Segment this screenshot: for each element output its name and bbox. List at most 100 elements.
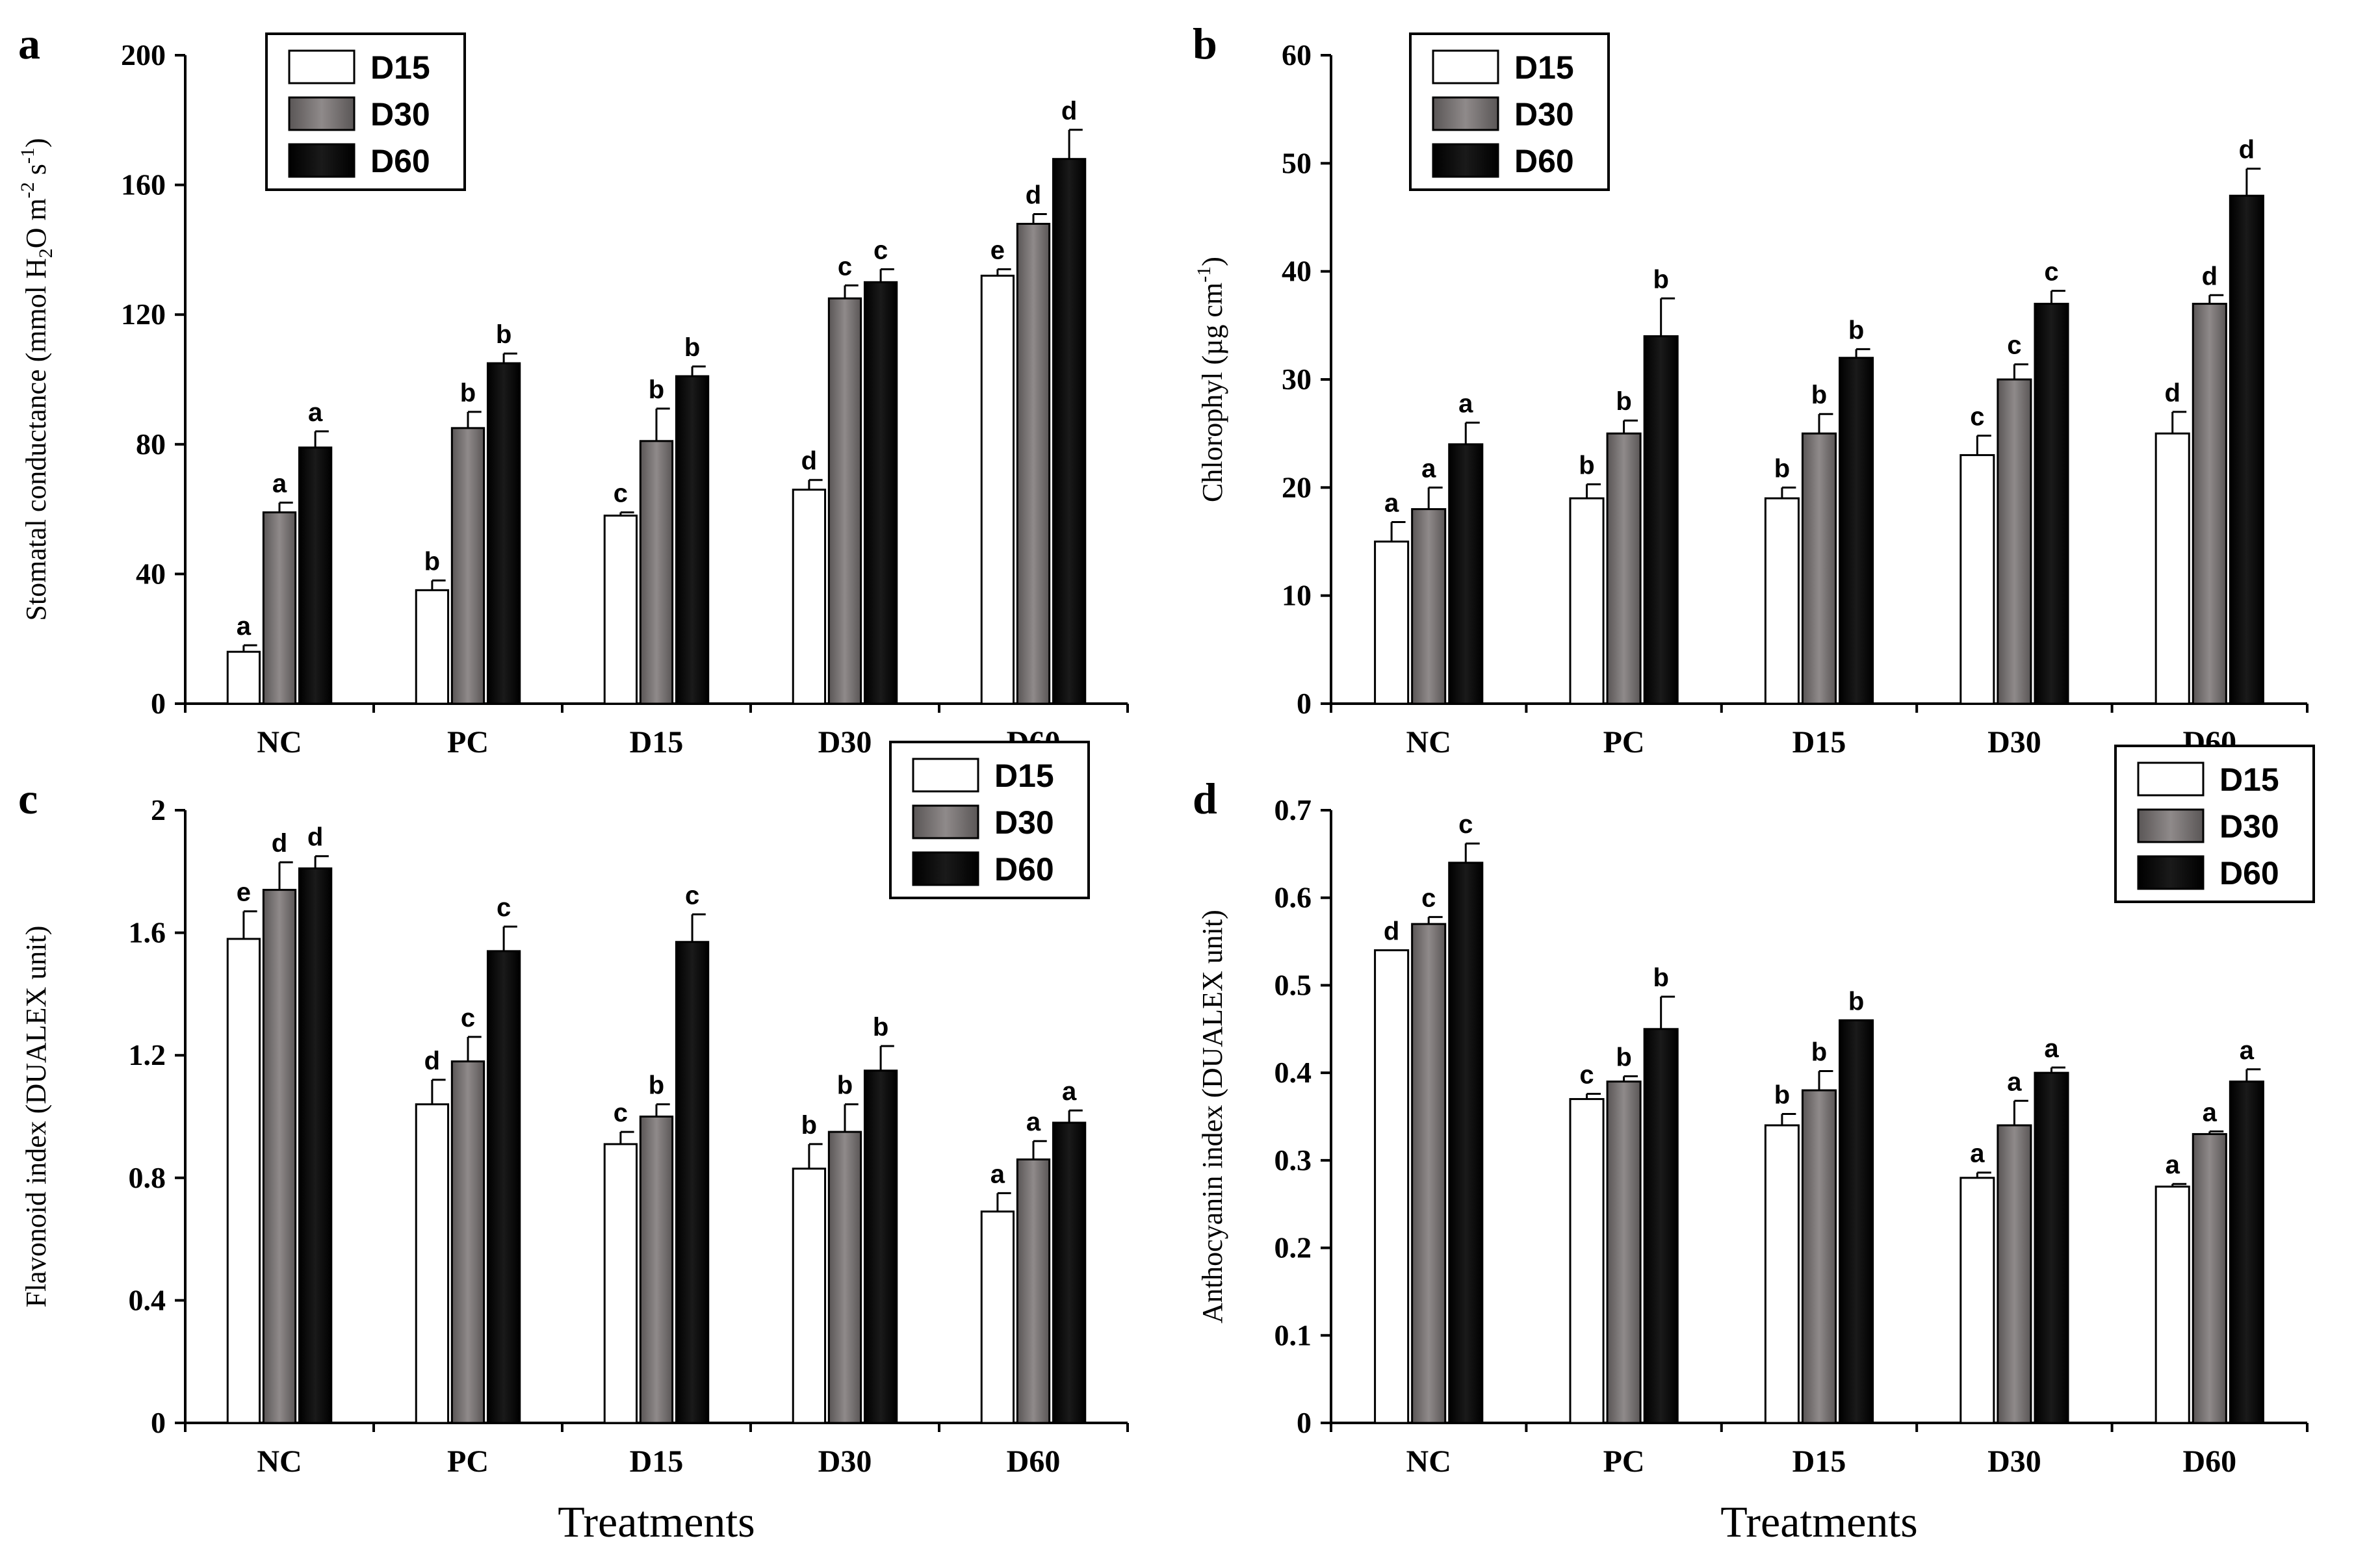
bar-d30-d60 [1016,222,1051,705]
panel-letter: c [18,774,38,823]
bar-d15-nc [226,938,261,1424]
significance-letter: b [460,379,476,407]
bar-d60-nc [1448,443,1484,705]
significance-letter: b [424,547,440,576]
significance-letter: c [614,480,628,508]
legend-label: D15 [994,758,1054,794]
bar-d30-d30 [1997,378,2032,705]
legend-swatch-black [288,143,356,178]
x-tick-label: NC [257,1444,302,1479]
significance-letter: b [837,1071,853,1100]
significance-letter: b [1811,1038,1827,1066]
panel-letter: d [1193,774,1217,823]
x-tick-label: PC [447,1444,489,1479]
legend-label: D60 [1514,143,1574,179]
significance-letter: e [237,878,251,907]
significance-letter: d [2239,136,2255,164]
legend-label: D60 [370,143,430,179]
significance-letter: b [496,320,511,349]
bar-d60-nc [298,446,333,705]
x-tick-label: D30 [818,725,872,760]
significance-letter: a [1421,454,1436,483]
significance-letter: a [1970,1140,1985,1168]
legend-swatch-gray [1432,96,1499,131]
y-tick-label: 0.3 [1274,1144,1312,1177]
y-tick-label: 30 [1282,363,1312,396]
bar-d30-d30 [827,297,862,705]
significance-letter: a [2166,1151,2180,1179]
x-tick-label: D15 [630,1444,684,1479]
legend-label: D15 [2219,761,2279,798]
x-tick-label: D15 [1792,1444,1846,1479]
significance-letter: c [1970,402,1984,431]
significance-letter: c [1579,1060,1594,1089]
significance-letter: a [1062,1077,1077,1106]
bar-d60-pc [1643,1028,1679,1424]
bar-d15-pc [415,1103,450,1424]
significance-letter: c [685,881,699,910]
significance-letter: c [838,252,852,281]
bar-d15-nc [1374,541,1410,705]
significance-letter: b [1774,454,1790,483]
x-tick-label: D30 [1987,1444,2041,1479]
bar-d60-nc [298,867,333,1424]
bar-d30-pc [450,1060,485,1424]
legend-swatch-white [2137,761,2205,797]
significance-letter: b [1653,265,1668,294]
x-tick-label: D60 [2182,1444,2236,1479]
bar-d30-d60 [2192,1132,2227,1424]
x-tick-label: D15 [630,725,684,760]
bar-d30-pc [1606,1080,1642,1424]
bar-d60-d15 [1839,1019,1874,1424]
significance-letter: e [990,236,1005,264]
significance-letter: b [1848,316,1864,344]
bar-d60-d60 [2229,1080,2264,1424]
bar-d15-d30 [1960,454,1995,705]
legend-label: D60 [2219,855,2279,891]
bar-d15-d30 [1960,1177,1995,1424]
y-tick-label: 0.5 [1274,968,1312,1001]
y-tick-label: 40 [136,557,166,590]
bar-d60-d30 [2034,1071,2069,1424]
bar-d15-d60 [2154,1185,2190,1424]
bar-d30-d15 [1801,1089,1837,1424]
panel-letter: a [18,19,40,68]
significance-letter: d [272,829,287,858]
y-tick-label: 1.6 [129,916,166,949]
significance-letter: c [461,1004,475,1032]
legend-label: D30 [994,804,1054,841]
significance-letter: a [237,612,252,641]
bar-d60-nc [1448,862,1484,1424]
bar-d15-pc [1569,1098,1605,1424]
significance-letter: b [649,1071,664,1100]
bar-d15-d60 [980,274,1015,705]
y-tick-label: 0.2 [1274,1231,1312,1264]
significance-letter: b [1774,1080,1790,1109]
y-tick-label: 0.4 [1274,1056,1312,1089]
y-tick-label: 0.8 [129,1161,166,1194]
bar-d30-nc [1411,923,1447,1424]
y-tick-label: 0 [1297,687,1312,720]
bar-d30-d30 [1997,1124,2032,1424]
significance-letter: b [684,333,700,362]
y-tick-label: 40 [1282,255,1312,288]
bar-d60-d30 [2034,303,2069,705]
legend-label: D15 [370,49,430,86]
bar-d60-d60 [1052,1121,1087,1424]
significance-letter: b [1579,451,1594,480]
x-tick-label: NC [257,725,302,760]
y-tick-label: 50 [1282,146,1312,179]
legend-swatch-black [912,851,979,886]
significance-letter: c [2044,258,2058,287]
significance-letter: d [1026,181,1041,210]
legend: D15 D30 D60 [2114,745,2315,903]
significance-letter: c [497,893,511,922]
x-tick-label: PC [1603,725,1645,760]
significance-letter: d [2202,262,2218,290]
significance-letter: c [2007,331,2021,360]
bar-d15-pc [1569,497,1605,705]
y-axis-label: Anthocyanin index (DUALEX unit) [1196,910,1228,1323]
legend-swatch-black [2137,855,2205,890]
x-tick-label: D30 [818,1444,872,1479]
